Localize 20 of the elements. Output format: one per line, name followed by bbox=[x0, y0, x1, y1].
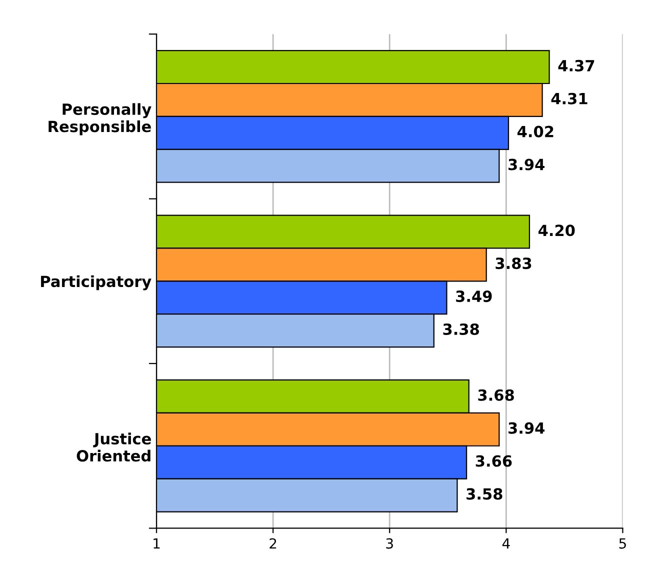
x-tick-label: 4 bbox=[502, 538, 510, 549]
data-label: 3.49 bbox=[456, 290, 492, 302]
data-label: 3.94 bbox=[508, 158, 544, 170]
y-tick-label: Justice Oriented bbox=[76, 432, 151, 462]
data-label: 3.38 bbox=[443, 323, 479, 336]
data-label: 4.20 bbox=[538, 224, 575, 236]
data-label: 3.66 bbox=[476, 455, 512, 467]
x-tick-label: 3 bbox=[386, 538, 393, 549]
data-label: 3.68 bbox=[478, 389, 514, 401]
data-label: 4.31 bbox=[551, 92, 588, 104]
y-tick-label: Participatory bbox=[41, 275, 152, 290]
data-label: 4.02 bbox=[518, 126, 554, 138]
y-tick-label: Personally Responsible bbox=[48, 103, 152, 136]
x-tick-label: 5 bbox=[619, 538, 626, 549]
x-tick-label: 1 bbox=[154, 538, 160, 549]
data-label: 3.58 bbox=[466, 488, 502, 500]
data-label: 3.83 bbox=[496, 258, 532, 270]
data-label: 3.94 bbox=[508, 422, 544, 434]
data-label: 4.37 bbox=[558, 60, 594, 72]
x-tick-label: 2 bbox=[270, 538, 276, 549]
